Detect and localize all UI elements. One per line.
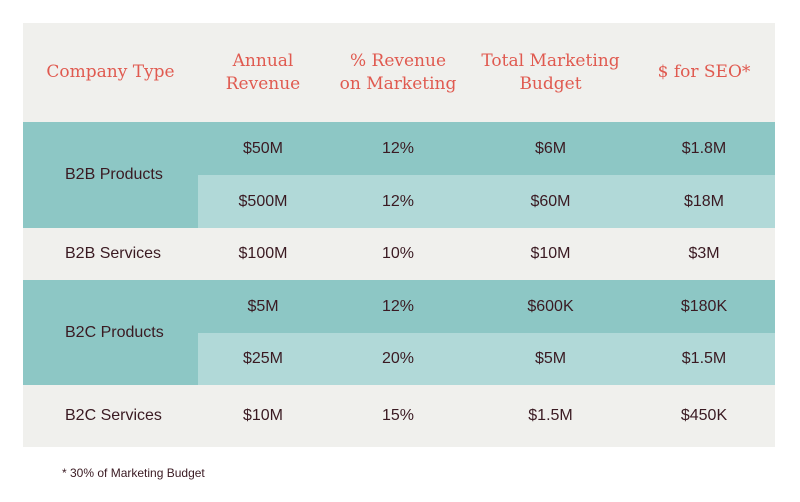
cell-pct-marketing: 12% [381, 192, 415, 210]
group-label-b2b-services: B2B Services [65, 245, 162, 262]
header-annual-revenue: Annual Revenue [225, 50, 301, 94]
cell-marketing-budget: $600K [527, 297, 574, 315]
table-row: $25M 20% $5M $1.5M [198, 333, 775, 385]
cell-seo: $1.8M [681, 139, 727, 157]
cell-marketing-budget: $6M [534, 139, 567, 157]
cell-pct-marketing: 15% [381, 407, 415, 424]
cell-seo: $1.5M [681, 350, 727, 367]
group-label-b2c-products: B2C Products [23, 280, 198, 385]
cell-seo: $3M [688, 245, 720, 262]
table-row: B2C Services $10M 15% $1.5M $450K [23, 385, 775, 447]
cell-marketing-budget: $60M [530, 192, 571, 210]
table-header: Company Type Annual Revenue % Revenue on… [23, 23, 775, 122]
group-label-b2c-services: B2C Services [65, 407, 162, 424]
cell-annual-revenue: $10M [242, 407, 284, 424]
cell-annual-revenue: $25M [242, 350, 284, 367]
footnote: * 30% of Marketing Budget [62, 466, 205, 480]
cell-pct-marketing: 12% [381, 139, 415, 157]
cell-annual-revenue: $5M [247, 297, 279, 315]
header-company-type: Company Type [46, 62, 175, 82]
cell-seo: $180K [680, 297, 728, 315]
cell-annual-revenue: $100M [238, 245, 288, 262]
header-total-marketing-budget: Total Marketing Budget [481, 50, 620, 94]
seo-budget-table: Company Type Annual Revenue % Revenue on… [23, 23, 775, 447]
cell-seo: $18M [683, 192, 725, 210]
header-seo-dollars: $ for SEO* [657, 62, 751, 82]
table-row: $5M 12% $600K $180K [198, 280, 775, 333]
table-row: B2B Services $100M 10% $10M $3M [23, 228, 775, 280]
cell-marketing-budget: $5M [534, 350, 567, 367]
cell-pct-marketing: 10% [381, 245, 415, 262]
cell-annual-revenue: $50M [242, 139, 284, 157]
cell-seo: $450K [680, 407, 728, 424]
group-label-b2b-products: B2B Products [23, 122, 198, 228]
cell-annual-revenue: $500M [238, 192, 288, 210]
cell-pct-marketing: 12% [381, 297, 415, 315]
table-row: $500M 12% $60M $18M [198, 175, 775, 228]
header-pct-revenue-marketing: % Revenue on Marketing [339, 50, 457, 94]
cell-pct-marketing: 20% [381, 350, 415, 367]
cell-marketing-budget: $1.5M [528, 407, 573, 424]
cell-marketing-budget: $10M [530, 245, 571, 262]
table-row: $50M 12% $6M $1.8M [198, 122, 775, 175]
